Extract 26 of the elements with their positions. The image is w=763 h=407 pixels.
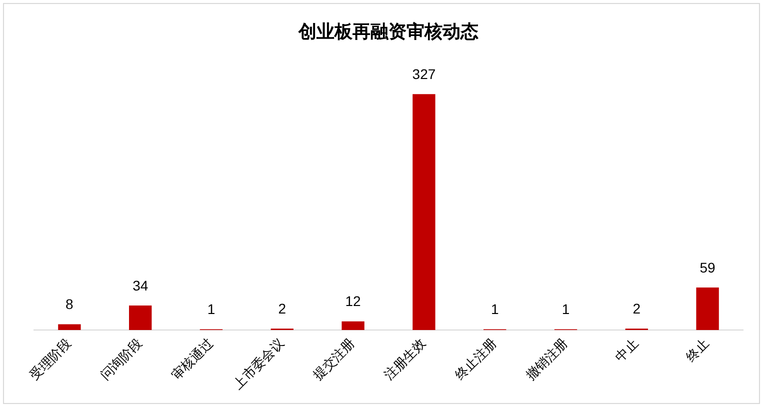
x-tick-label: 注册生效 bbox=[382, 336, 430, 384]
x-tick-label: 撤销注册 bbox=[524, 336, 571, 384]
bar bbox=[412, 94, 436, 330]
data-label: 34 bbox=[132, 277, 148, 294]
data-label: 1 bbox=[562, 301, 570, 318]
chart-title: 创业板再融资审核动态 bbox=[298, 21, 478, 42]
bar bbox=[696, 287, 719, 330]
data-label: 2 bbox=[632, 300, 641, 316]
data-label: 2 bbox=[278, 300, 286, 316]
x-tick-label: 终止注册 bbox=[452, 336, 500, 384]
data-label: 1 bbox=[490, 301, 499, 318]
x-tick-label: 审核通过 bbox=[168, 335, 216, 384]
bar bbox=[129, 305, 152, 330]
x-tick-label: 提交注册 bbox=[310, 335, 358, 384]
x-tick-label: 受理阶段 bbox=[27, 336, 75, 384]
data-label: 327 bbox=[412, 66, 436, 82]
x-tick-label: 中止 bbox=[612, 336, 642, 366]
x-tick-label: 问询阶段 bbox=[98, 336, 146, 384]
x-tick-label: 上市委会议 bbox=[230, 336, 288, 393]
data-label: 12 bbox=[345, 293, 362, 310]
data-label: 1 bbox=[207, 301, 216, 318]
bar bbox=[58, 324, 81, 330]
bar bbox=[342, 321, 364, 330]
data-label: 8 bbox=[66, 296, 74, 312]
x-tick-label: 终止 bbox=[684, 336, 713, 366]
data-label: 59 bbox=[700, 259, 716, 276]
